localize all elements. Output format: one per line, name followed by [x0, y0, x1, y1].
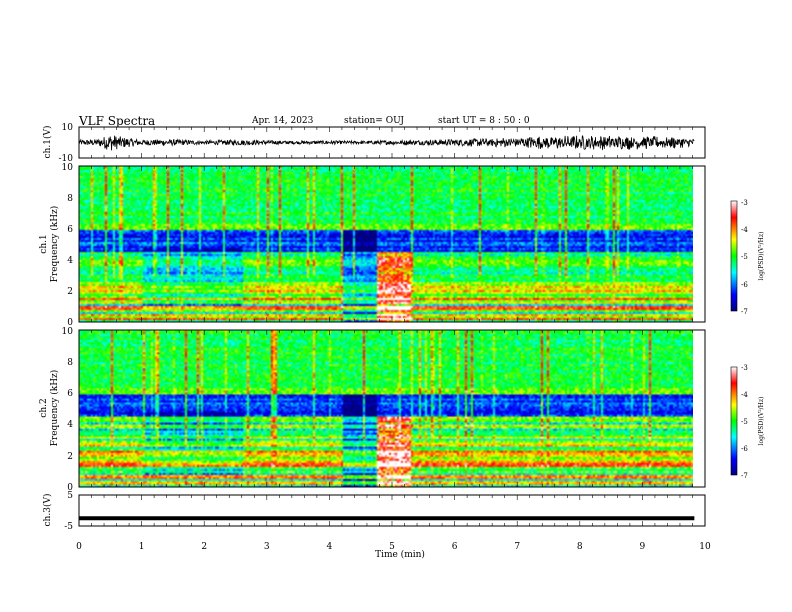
ch2-cbar-tick-m3: -3: [741, 364, 748, 372]
chart-station: station= OUJ: [344, 116, 405, 126]
panel-ch2-spectrogram: 0 2 4 6 8 10 ch.2 Frequency (kHz): [39, 327, 706, 493]
ch1-waveform-ylabel: ch.1(V): [42, 126, 53, 159]
ch1-spectrogram-ticks: [78, 166, 706, 322]
ch1-ytick-8: 8: [67, 194, 73, 204]
ch1-cbar-tick-m3: -3: [741, 199, 748, 207]
ch2-ytick-0: 0: [67, 483, 73, 493]
x-tick-label: 6: [452, 542, 458, 552]
ch1-ytick-bottom: -10: [59, 154, 74, 164]
ch2-frequency-label: Frequency (kHz): [49, 370, 60, 447]
ch3-waveform-ylabel: ch.3(V): [42, 494, 53, 527]
ch2-spectrogram-image: [79, 330, 693, 487]
x-tick-label: 0: [76, 542, 82, 552]
ch1-cbar-tick-m4: -4: [741, 226, 748, 234]
panel-ch1-waveform: 10 -10 ch.1(V): [42, 123, 706, 164]
ch1-ytick-4: 4: [67, 256, 73, 266]
ch1-colorbar: -3 -4 -5 -6 -7 log(PSD)(V²/Hz): [730, 199, 765, 316]
ch2-ytick-6: 6: [67, 389, 73, 399]
ch1-ytick-2: 2: [67, 287, 73, 297]
ch3-ytick-bottom: -5: [64, 522, 73, 532]
chart-date: Apr. 14, 2023: [252, 116, 314, 126]
x-tick-label: 7: [514, 542, 520, 552]
ch2-colorbar-scale: [730, 366, 738, 476]
ch1-frequency-label: Frequency (kHz): [49, 206, 60, 283]
ch2-cbar-tick-m6: -6: [741, 445, 748, 453]
ch2-channel-label: ch.2: [39, 398, 49, 417]
ch1-cbar-tick-m5: -5: [741, 253, 748, 261]
x-tick-label: 8: [577, 542, 583, 552]
ch2-cbar-tick-m5: -5: [741, 418, 748, 426]
ch2-ytick-4: 4: [67, 420, 73, 430]
ch1-ytick-10: 10: [62, 163, 74, 173]
ch2-colorbar-label: log(PSD)(V²/Hz): [758, 397, 765, 446]
ch2-ytick-10: 10: [62, 327, 74, 337]
ch2-cbar-tick-m4: -4: [741, 391, 748, 399]
ch1-waveform-trace: [78, 135, 695, 151]
ch2-colorbar: -3 -4 -5 -6 -7 log(PSD)(V²/Hz): [730, 364, 765, 480]
x-tick-label: 2: [201, 542, 207, 552]
ch1-waveform-ticks: [78, 127, 706, 158]
ch1-colorbar-label: log(PSD)(V²/Hz): [758, 232, 765, 281]
ch2-ytick-2: 2: [67, 452, 73, 462]
ch1-cbar-tick-m7: -7: [741, 308, 748, 316]
ch2-spectrogram-ticks: [78, 330, 706, 487]
ch1-ytick-0: 0: [67, 318, 73, 328]
ch1-spectrogram-image: [79, 166, 693, 322]
ch3-waveform-ticks: [78, 495, 706, 526]
x-tick-label: 1: [139, 542, 145, 552]
ch1-ytick-top: 10: [62, 123, 74, 133]
ch1-cbar-tick-m6: -6: [741, 281, 748, 289]
ch2-cbar-tick-m7: -7: [741, 472, 748, 480]
x-tick-label: 3: [264, 542, 270, 552]
chart-title: VLF Spectra: [79, 114, 156, 128]
ch2-spectrogram-yticks: 0 2 4 6 8 10: [62, 327, 74, 493]
panel-ch1-spectrogram: 0 2 4 6 8 10 ch.1 Frequency (kHz): [39, 163, 706, 328]
panel-ch3-waveform: 5 -5 ch.3(V): [42, 491, 706, 532]
ch1-ytick-6: 6: [67, 225, 73, 235]
ch2-ytick-8: 8: [67, 358, 73, 368]
chart-start-time: start UT = 8 : 50 : 0: [438, 116, 530, 126]
x-tick-label: 4: [327, 542, 333, 552]
ch3-ytick-top: 5: [67, 491, 73, 501]
x-tick-label: 10: [699, 542, 711, 552]
x-axis-tick-labels: 0 1 2 3 4 5 6 7 8 9 10: [76, 542, 711, 552]
x-tick-label: 9: [640, 542, 646, 552]
x-axis-label: Time (min): [375, 549, 425, 560]
ch1-spectrogram-yticks: 0 2 4 6 8 10: [62, 163, 74, 328]
ch1-colorbar-scale: [730, 200, 738, 312]
x-tick-label: 5: [389, 542, 395, 552]
ch1-channel-label: ch.1: [39, 234, 49, 253]
